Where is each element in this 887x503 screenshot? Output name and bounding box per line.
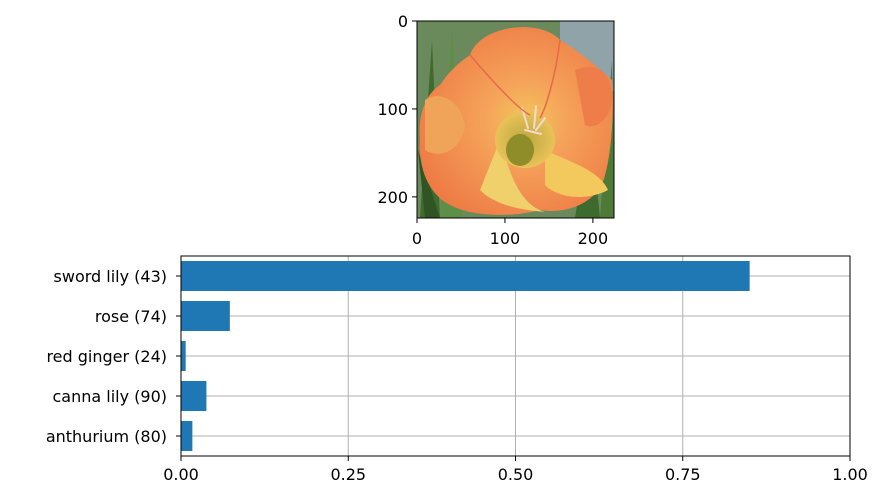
bar — [181, 261, 750, 291]
bar — [181, 301, 230, 331]
image-y-ticks: 0 100 200 — [377, 12, 417, 207]
x-tick-label: 0.75 — [665, 465, 701, 484]
category-label: red ginger (24) — [46, 347, 167, 366]
image-x-tick-label: 100 — [490, 229, 521, 248]
image-y-tick-label: 100 — [377, 100, 408, 119]
bar — [181, 381, 207, 411]
category-label: sword lily (43) — [54, 267, 167, 286]
x-tick-label: 0.50 — [498, 465, 534, 484]
image-x-tick-label: 200 — [578, 229, 609, 248]
x-tick-labels: 0.00 0.25 0.50 0.75 1.00 — [163, 456, 868, 484]
bar — [181, 341, 186, 371]
image-x-tick-label: 0 — [412, 229, 422, 248]
image-axes: 0 100 200 0 100 200 — [377, 12, 615, 248]
flower-image — [417, 21, 614, 218]
image-y-tick-label: 0 — [398, 12, 408, 31]
bars — [181, 261, 750, 451]
image-frame — [416, 20, 615, 219]
x-tick-label: 0.25 — [330, 465, 366, 484]
image-y-tick-label: 200 — [377, 188, 408, 207]
image-x-ticks: 0 100 200 — [412, 218, 608, 248]
category-label: rose (74) — [95, 307, 167, 326]
bar-axes: sword lily (43) rose (74) red ginger (24) c… — [46, 255, 868, 484]
x-tick-label: 1.00 — [832, 465, 868, 484]
bar — [181, 421, 193, 451]
category-label: canna lily (90) — [52, 387, 167, 406]
category-labels: sword lily (43) rose (74) red ginger (24) c… — [46, 267, 181, 446]
category-label: anthurium (80) — [46, 427, 167, 446]
x-tick-label: 0.00 — [163, 465, 199, 484]
